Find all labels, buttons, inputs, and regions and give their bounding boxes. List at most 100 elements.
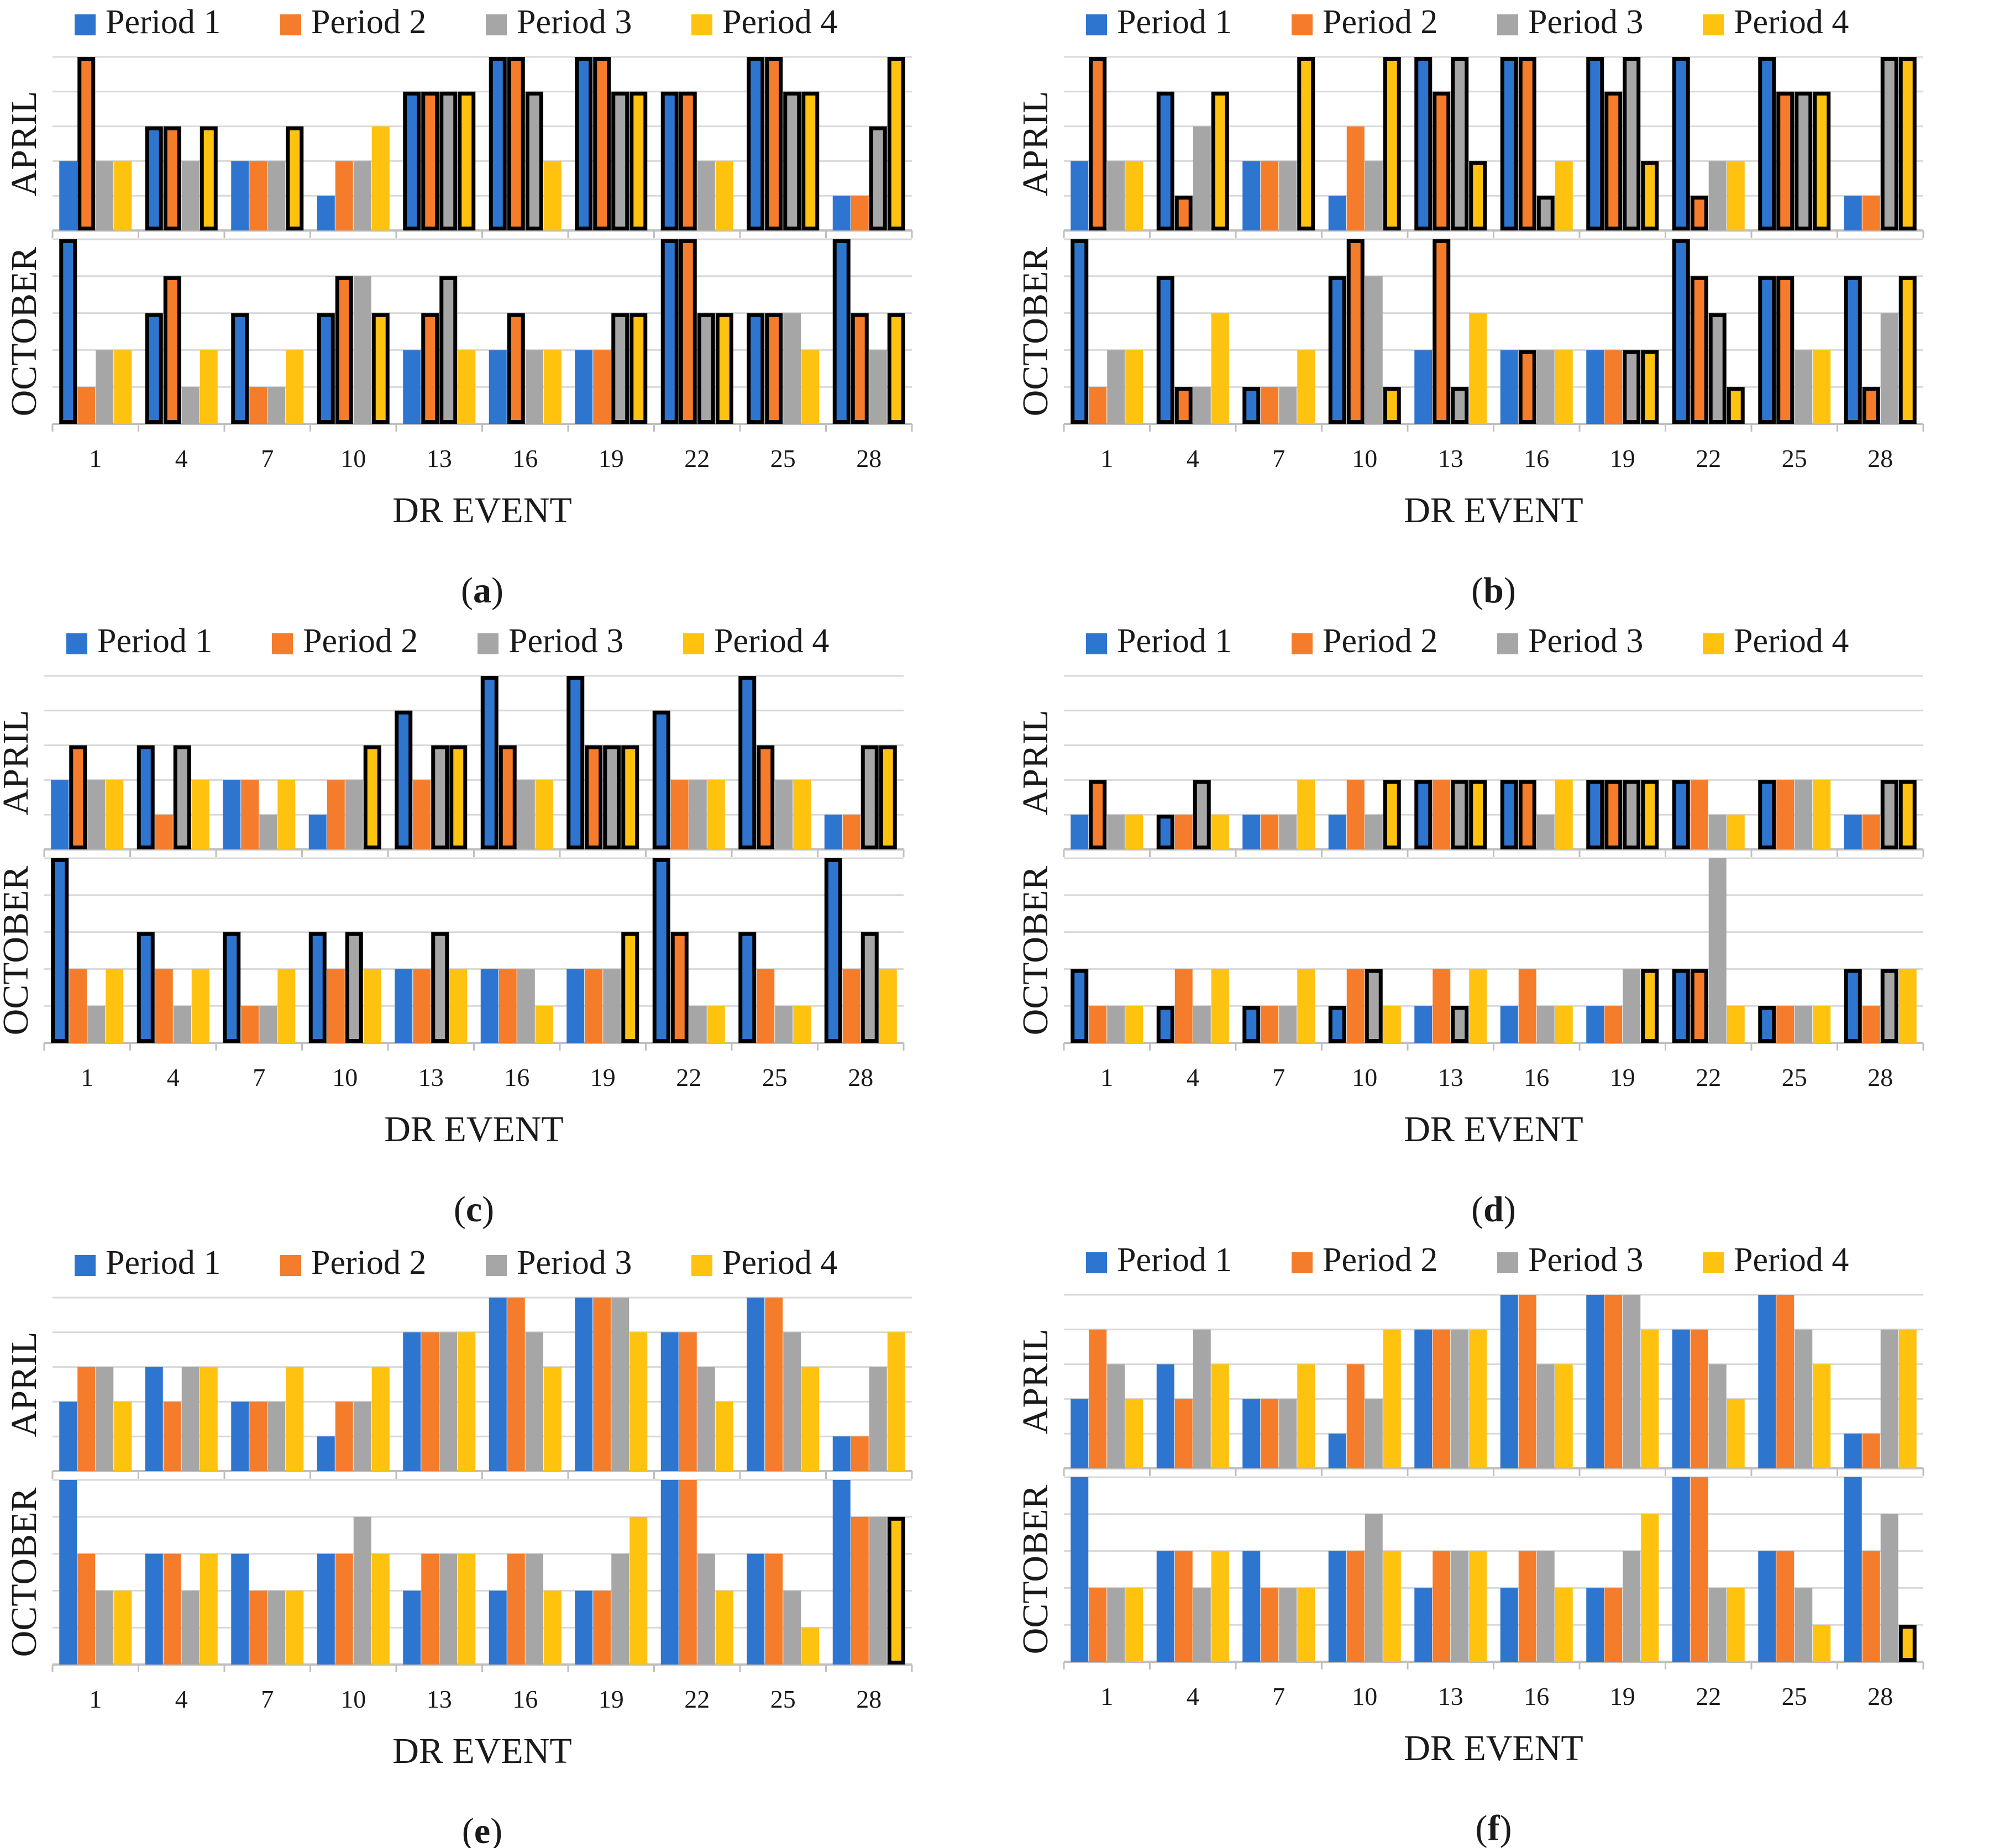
bar-april-period-1-event-25 [1758,780,1776,850]
x-tick-label: 1 [1100,444,1113,473]
bar-october-period-2-event-13 [421,313,439,424]
bar-april-period-4-event-13 [449,745,468,849]
legend-swatch-period-4 [1703,633,1724,654]
bar-october-period-3-event-13 [439,1553,458,1665]
bar-april-period-4-event-16 [543,1367,562,1471]
bar-april-period-2-event-25 [1776,1295,1795,1468]
bar-april-period-2-event-16 [507,57,525,230]
bar-april-period-1-event-10 [1328,1434,1346,1468]
bar-april-period-4-event-25 [793,780,811,849]
bar-april-period-4-event-28 [879,745,897,849]
bar-october-period-2-event-25 [765,1553,783,1665]
bar-april-period-4-event-4 [200,1367,218,1471]
bar-october-period-4-event-25 [793,1006,811,1043]
x-tick-label: 22 [1696,1682,1721,1710]
bar-april-period-2-event-10 [1346,780,1365,849]
bar-april-period-3-event-10 [1365,1399,1383,1468]
bar-april-period-2-event-25 [765,1298,783,1471]
legend-swatch-period-2 [1292,633,1313,654]
bar-october-period-1-event-10 [1328,1006,1346,1043]
bar-october-period-1-event-4 [145,313,163,424]
bar-april-period-3-event-16 [1536,196,1555,231]
bar-april-period-4-event-10 [1383,57,1401,230]
bar-april-period-2-event-13 [413,780,431,849]
bar-april-period-2-event-7 [249,1401,267,1471]
bar-october-period-2-event-16 [507,313,525,424]
bar-october-period-2-event-7 [241,1006,259,1043]
legend-swatch-period-1 [66,633,87,654]
bar-april-period-4-event-19 [629,91,648,230]
bar-october-period-1-event-13 [395,969,413,1043]
x-tick-label: 28 [848,1063,873,1091]
bar-october-period-4-event-10 [1383,387,1401,424]
bar-october-period-4-event-4 [1211,313,1229,424]
x-tick-label: 28 [856,1685,882,1713]
bar-october-period-3-event-7 [1279,1588,1297,1662]
bar-april-period-3-event-13 [431,745,449,849]
bar-april-period-1-event-4 [1156,91,1174,230]
x-tick-label: 7 [1272,1682,1285,1710]
x-tick-label: 19 [1610,444,1635,473]
bar-april-period-4-event-22 [715,161,733,230]
bar-april-period-2-event-22 [1690,780,1708,849]
bar-october-period-4-event-13 [1469,1551,1487,1662]
chart-panel-c: Period 1 Period 2 Period 3 Period 4 APRIL OCT… [0,622,905,1230]
bar-april-period-2-event-25 [1776,780,1795,849]
bar-october-period-3-event-1 [87,1006,106,1043]
bar-october-period-3-event-22 [1708,858,1727,1043]
bar-april-period-3-event-10 [1365,161,1383,230]
bar-october-period-1-event-25 [747,313,765,424]
legend-label-period-3: Period 3 [1528,3,1643,41]
bar-april-period-2-event-7 [249,161,267,230]
bar-october-period-1-event-25 [1758,276,1776,424]
bar-april-period-4-event-22 [1727,815,1745,849]
legend-label-period-4: Period 4 [1734,3,1849,41]
bar-october-period-2-event-1 [1089,1006,1107,1043]
bar-april-period-4-event-28 [1898,1329,1917,1468]
legend-swatch-period-3 [478,633,499,654]
bar-april-period-4-event-25 [1813,780,1831,849]
bar-april-period-4-event-10 [1383,780,1401,850]
bar-october-period-4-event-28 [1898,969,1917,1043]
bar-april-period-2-event-28 [842,815,861,849]
panel-letter: d [1483,1189,1504,1230]
bar-october-period-4-event-7 [1297,1588,1315,1662]
bar-october-period-4-event-25 [1813,1625,1831,1662]
bar-october-period-4-event-19 [621,932,639,1043]
bar-april-period-2-event-4 [155,815,173,849]
bar-april-period-2-event-1 [1089,780,1107,850]
bar-october-period-1-event-10 [308,932,327,1043]
bar-april-period-3-event-19 [1623,1295,1641,1468]
bar-april-period-3-event-28 [1880,57,1898,230]
bar-april-period-3-event-28 [861,745,879,849]
bar-october-period-3-event-1 [1107,1588,1125,1662]
bar-april-period-1-event-19 [566,676,585,849]
bar-october-period-4-event-10 [363,969,381,1043]
bar-april-period-2-event-13 [421,1332,439,1471]
bar-october-period-2-event-28 [1862,1551,1880,1662]
bar-october-period-1-event-4 [1156,276,1174,424]
bar-october-period-3-event-13 [439,276,458,424]
bar-october-period-3-event-13 [1451,1006,1469,1043]
bar-april-period-4-event-7 [286,126,304,230]
x-tick-label: 7 [253,1063,265,1091]
bar-october-period-1-event-28 [1844,276,1862,424]
bar-april-period-2-event-22 [670,780,689,849]
bar-april-period-3-event-22 [1708,815,1727,849]
bar-october-period-3-event-19 [1623,350,1641,424]
bar-april-period-2-event-22 [1690,196,1708,231]
bar-october-period-2-event-10 [1346,1551,1365,1662]
bar-october-period-1-event-7 [231,1553,249,1665]
bar-october-period-3-event-22 [1708,313,1727,424]
bar-april-period-2-event-1 [77,57,96,230]
bar-april-period-2-event-19 [1604,1295,1623,1468]
bar-october-period-1-event-7 [1242,1551,1261,1662]
x-tick-label: 1 [89,444,102,473]
panel-label: (c) [454,1189,494,1230]
bar-october-period-2-event-22 [1690,969,1708,1043]
x-tick-label: 16 [504,1063,529,1091]
bar-april-period-3-event-22 [689,780,707,849]
bar-october-period-1-event-1 [1071,239,1089,424]
bar-april-period-3-event-25 [783,1332,801,1471]
